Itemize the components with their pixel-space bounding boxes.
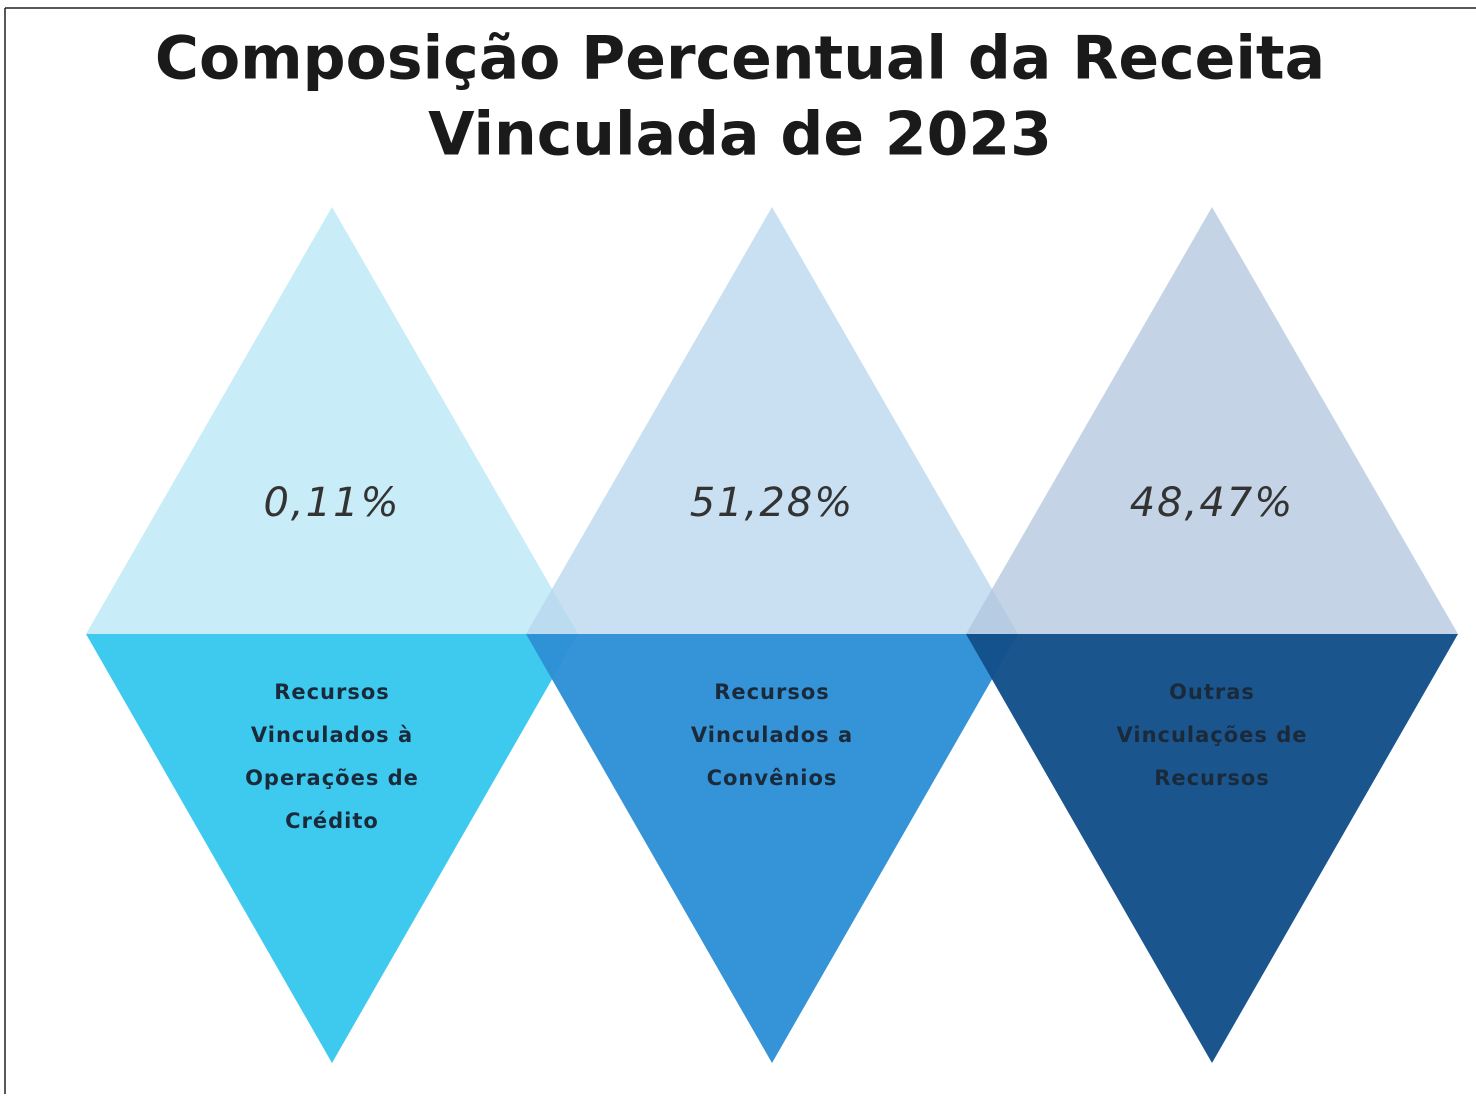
category-label: Vinculados a [691, 723, 853, 747]
diamond-texts: 0,11% Recursos Vinculados à Operações de Cré… [245, 480, 1307, 833]
category-label: Vinculações de [1116, 723, 1307, 747]
diamond-bottom [966, 634, 1458, 1063]
percent-label: 0,11% [263, 480, 400, 526]
title-line: Vinculada de 2023 [428, 100, 1052, 170]
category-label: Outras [1169, 680, 1255, 704]
diamond-bottom [526, 634, 1018, 1063]
percent-label: 51,28% [690, 480, 855, 526]
category-label: Recursos [714, 680, 830, 704]
diamonds [86, 207, 1458, 1063]
category-label: Crédito [285, 809, 379, 833]
category-label: Convênios [707, 766, 838, 790]
title-line: Composição Percentual da Receita [155, 24, 1325, 94]
diamond-top [526, 207, 1018, 634]
category-label: Recursos [1154, 766, 1270, 790]
category-label: Vinculados à [251, 723, 413, 747]
diamond-top [86, 207, 578, 634]
diamond-top [966, 207, 1458, 634]
category-label: Operações de [245, 766, 419, 790]
diamond-bottom [86, 634, 578, 1063]
category-label: Recursos [274, 680, 390, 704]
percent-label: 48,47% [1130, 480, 1295, 526]
